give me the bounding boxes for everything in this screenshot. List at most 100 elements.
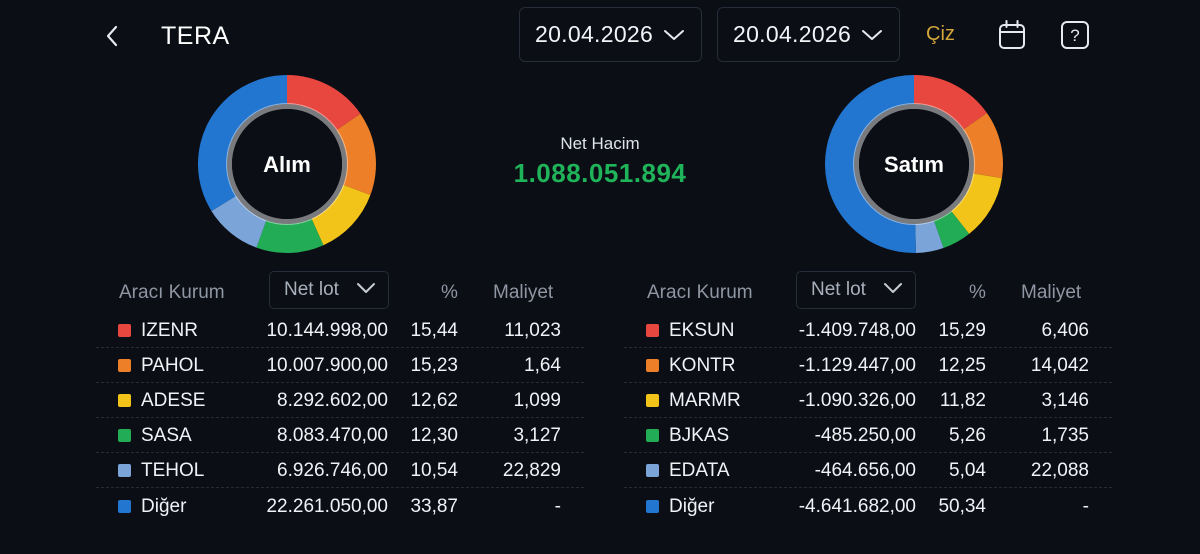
buy-donut-chart: Alım [197,74,377,254]
cost: - [554,496,561,517]
percent: 12,62 [410,390,458,411]
sell-row[interactable]: Diğer -4.641.682,00 50,34 - [624,489,1112,524]
net-lot: 6.926.746,00 [277,460,388,481]
net-lot: -485.250,00 [814,425,916,446]
net-lot: -1.409.748,00 [798,320,916,341]
percent: 15,44 [410,320,458,341]
net-lot: -1.129.447,00 [798,355,916,376]
sell-slice-1 [914,75,987,130]
sell-cost-header: Maliyet [1021,282,1082,303]
buy-percent-header: % [441,282,458,303]
sell-row[interactable]: EKSUN -1.409.748,00 15,29 6,406 [624,313,1112,348]
chevron-down-icon [663,28,685,42]
page-title: TERA [161,22,230,50]
buy-metric-select[interactable]: Net lot [269,271,389,309]
buy-row[interactable]: IZENR 10.144.998,00 15,44 11,023 [96,313,584,348]
chevron-down-icon [356,281,376,299]
sell-metric-select[interactable]: Net lot [796,271,916,309]
color-swatch [118,324,131,337]
color-swatch [646,359,659,372]
row-divider [96,452,584,453]
cost: 22,829 [502,460,561,481]
broker-name: IZENR [141,320,198,341]
buy-row[interactable]: PAHOL 10.007.900,00 15,23 1,64 [96,348,584,383]
calendar-icon [999,20,1025,49]
sell-donut-label: Satım [884,152,944,177]
start-date-select[interactable]: 20.04.2026 [519,7,702,62]
cost: 3,146 [1041,390,1089,411]
sell-donut-hole [859,109,969,219]
sell-slice-4 [933,211,970,248]
sell-row[interactable]: EDATA -464.656,00 5,04 22,088 [624,453,1112,488]
help-button[interactable]: ? [1059,18,1091,52]
net-volume-label: Net Hacim [560,134,640,153]
net-lot: 8.292.602,00 [277,390,388,411]
end-date-select[interactable]: 20.04.2026 [717,7,900,62]
color-swatch [118,429,131,442]
percent: 5,04 [949,460,986,481]
percent: 11,82 [939,390,986,411]
chevron-left-icon [106,25,118,47]
chevron-down-icon [883,281,903,299]
buy-slice-6 [198,75,287,212]
row-divider [624,452,1112,453]
cost: 22,088 [1030,460,1089,481]
color-swatch [118,464,131,477]
buy-slice-5 [211,195,267,248]
broker-name: EDATA [669,460,730,481]
buy-donut-label: Alım [263,152,311,177]
row-divider [96,382,584,383]
draw-button[interactable]: Çiz [926,23,955,45]
percent: 5,26 [949,425,986,446]
back-button[interactable] [98,20,126,52]
broker-name: KONTR [669,355,736,376]
sell-slice-6 [825,75,916,253]
chevron-down-icon [861,28,883,42]
color-swatch [118,359,131,372]
sell-metric-value: Net lot [811,279,866,300]
end-date-value: 20.04.2026 [733,21,852,47]
broker-name: Diğer [669,496,715,517]
color-swatch [646,500,659,513]
net-volume-value: 1.088.051.894 [513,158,687,188]
sell-row[interactable]: BJKAS -485.250,00 5,26 1,735 [624,418,1112,453]
net-lot: 8.083.470,00 [277,425,388,446]
color-swatch [646,324,659,337]
buy-row[interactable]: TEHOL 6.926.746,00 10,54 22,829 [96,453,584,488]
row-divider [96,417,584,418]
buy-row[interactable]: Diğer 22.261.050,00 33,87 - [96,489,584,524]
broker-name: SASA [141,425,192,446]
broker-name: EKSUN [669,320,735,341]
sell-row[interactable]: MARMR -1.090.326,00 11,82 3,146 [624,383,1112,418]
percent: 12,25 [938,355,986,376]
broker-name: PAHOL [141,355,205,376]
buy-row[interactable]: SASA 8.083.470,00 12,30 3,127 [96,418,584,453]
buy-metric-value: Net lot [284,279,339,300]
broker-name: TEHOL [141,460,205,481]
percent: 50,34 [938,496,986,517]
net-lot: 22.261.050,00 [266,496,388,517]
cost: 3,127 [513,425,561,446]
color-swatch [646,394,659,407]
svg-text:?: ? [1070,26,1079,45]
net-lot: -1.090.326,00 [798,390,916,411]
buy-slice-3 [311,184,371,246]
row-divider [96,487,584,488]
color-swatch [118,394,131,407]
calendar-button[interactable] [996,18,1028,52]
color-swatch [118,500,131,513]
row-divider [624,382,1112,383]
color-swatch [646,464,659,477]
sell-donut-chart: Satım [824,74,1004,254]
broker-name: BJKAS [669,425,730,446]
net-lot: 10.007.900,00 [266,355,388,376]
net-lot: -464.656,00 [814,460,916,481]
cost: - [1082,496,1089,517]
row-divider [624,347,1112,348]
sell-broker-header: Aracı Kurum [647,282,753,303]
sell-row[interactable]: KONTR -1.129.447,00 12,25 14,042 [624,348,1112,383]
buy-row[interactable]: ADESE 8.292.602,00 12,62 1,099 [96,383,584,418]
broker-name: Diğer [141,496,187,517]
buy-slice-1 [287,75,361,131]
sell-percent-header: % [969,282,986,303]
